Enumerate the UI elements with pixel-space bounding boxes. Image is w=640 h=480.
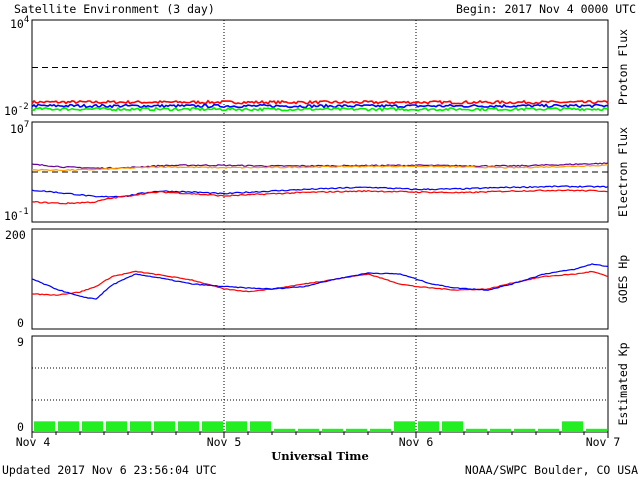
x-tick-label: Nov 7 [586, 435, 621, 449]
electron-panel-frame [31, 121, 609, 223]
chart-marks [31, 20, 609, 438]
proton-y-max-label: 104 [10, 15, 29, 31]
electron-y-max-label: 107 [10, 120, 29, 136]
svg-text:104: 104 [10, 15, 29, 31]
updated-timestamp: Updated 2017 Nov 6 23:56:04 UTC [2, 463, 217, 477]
begin-timestamp: Begin: 2017 Nov 4 0000 UTC [456, 2, 636, 16]
x-axis-title: Universal Time [271, 449, 369, 463]
kp-panel-frame [31, 335, 609, 433]
svg-text:10-1: 10-1 [4, 207, 29, 223]
electron-y-min-label: 10-1 [4, 207, 29, 223]
kp-bar [298, 428, 319, 432]
kp-bar [58, 421, 79, 432]
kp-bar [370, 428, 391, 432]
goes-hp-label: GOES Hp [616, 255, 630, 304]
x-tick-label: Nov 5 [207, 435, 242, 449]
kp-bar [562, 421, 583, 432]
kp-bar [394, 421, 415, 432]
kp-y-max-label: 9 [17, 335, 24, 349]
blue-series-line [31, 263, 609, 300]
kp-bar [346, 428, 367, 432]
kp-bar [226, 421, 247, 432]
chart-title: Satellite Environment (3 day) [14, 2, 215, 16]
proton-y-min-label: 10-2 [4, 102, 29, 118]
kp-bar [466, 428, 487, 432]
kp-bar [202, 421, 223, 432]
orange-series-line [31, 164, 609, 172]
kp-bar [538, 428, 559, 432]
kp-bar [34, 421, 55, 432]
credit-label: NOAA/SWPC Boulder, CO USA [465, 463, 638, 477]
kp-bar [274, 428, 295, 432]
red-series-line [31, 270, 609, 296]
kp-bar [106, 421, 127, 432]
green-series-line [31, 106, 609, 113]
kp-bar [514, 428, 535, 432]
svg-text:107: 107 [10, 120, 29, 136]
x-tick-label: Nov 6 [399, 435, 434, 449]
kp-bar [586, 428, 607, 432]
estimated-kp-label: Estimated Kp [616, 342, 630, 425]
kp-bar [154, 421, 175, 432]
goes-y-max-label: 200 [5, 228, 26, 242]
red-series-line [31, 189, 609, 205]
kp-bar [82, 421, 103, 432]
blue-series-line [31, 185, 609, 198]
blue-series-line [31, 103, 609, 109]
kp-y-min-label: 0 [17, 420, 24, 434]
svg-text:10-2: 10-2 [4, 102, 29, 118]
electron-flux-label: Electron Flux [616, 127, 630, 217]
proton-flux-label: Proton Flux [616, 29, 630, 105]
goes-panel-frame [31, 228, 609, 330]
x-tick-label: Nov 4 [16, 435, 51, 449]
kp-bar [418, 421, 439, 432]
kp-bar [490, 428, 511, 432]
kp-bar [250, 421, 271, 432]
kp-bar [442, 421, 463, 432]
goes-y-min-label: 0 [17, 316, 24, 330]
kp-bar [322, 428, 343, 432]
red-series-line [31, 99, 609, 105]
kp-bar [178, 421, 199, 432]
kp-bar [130, 421, 151, 432]
